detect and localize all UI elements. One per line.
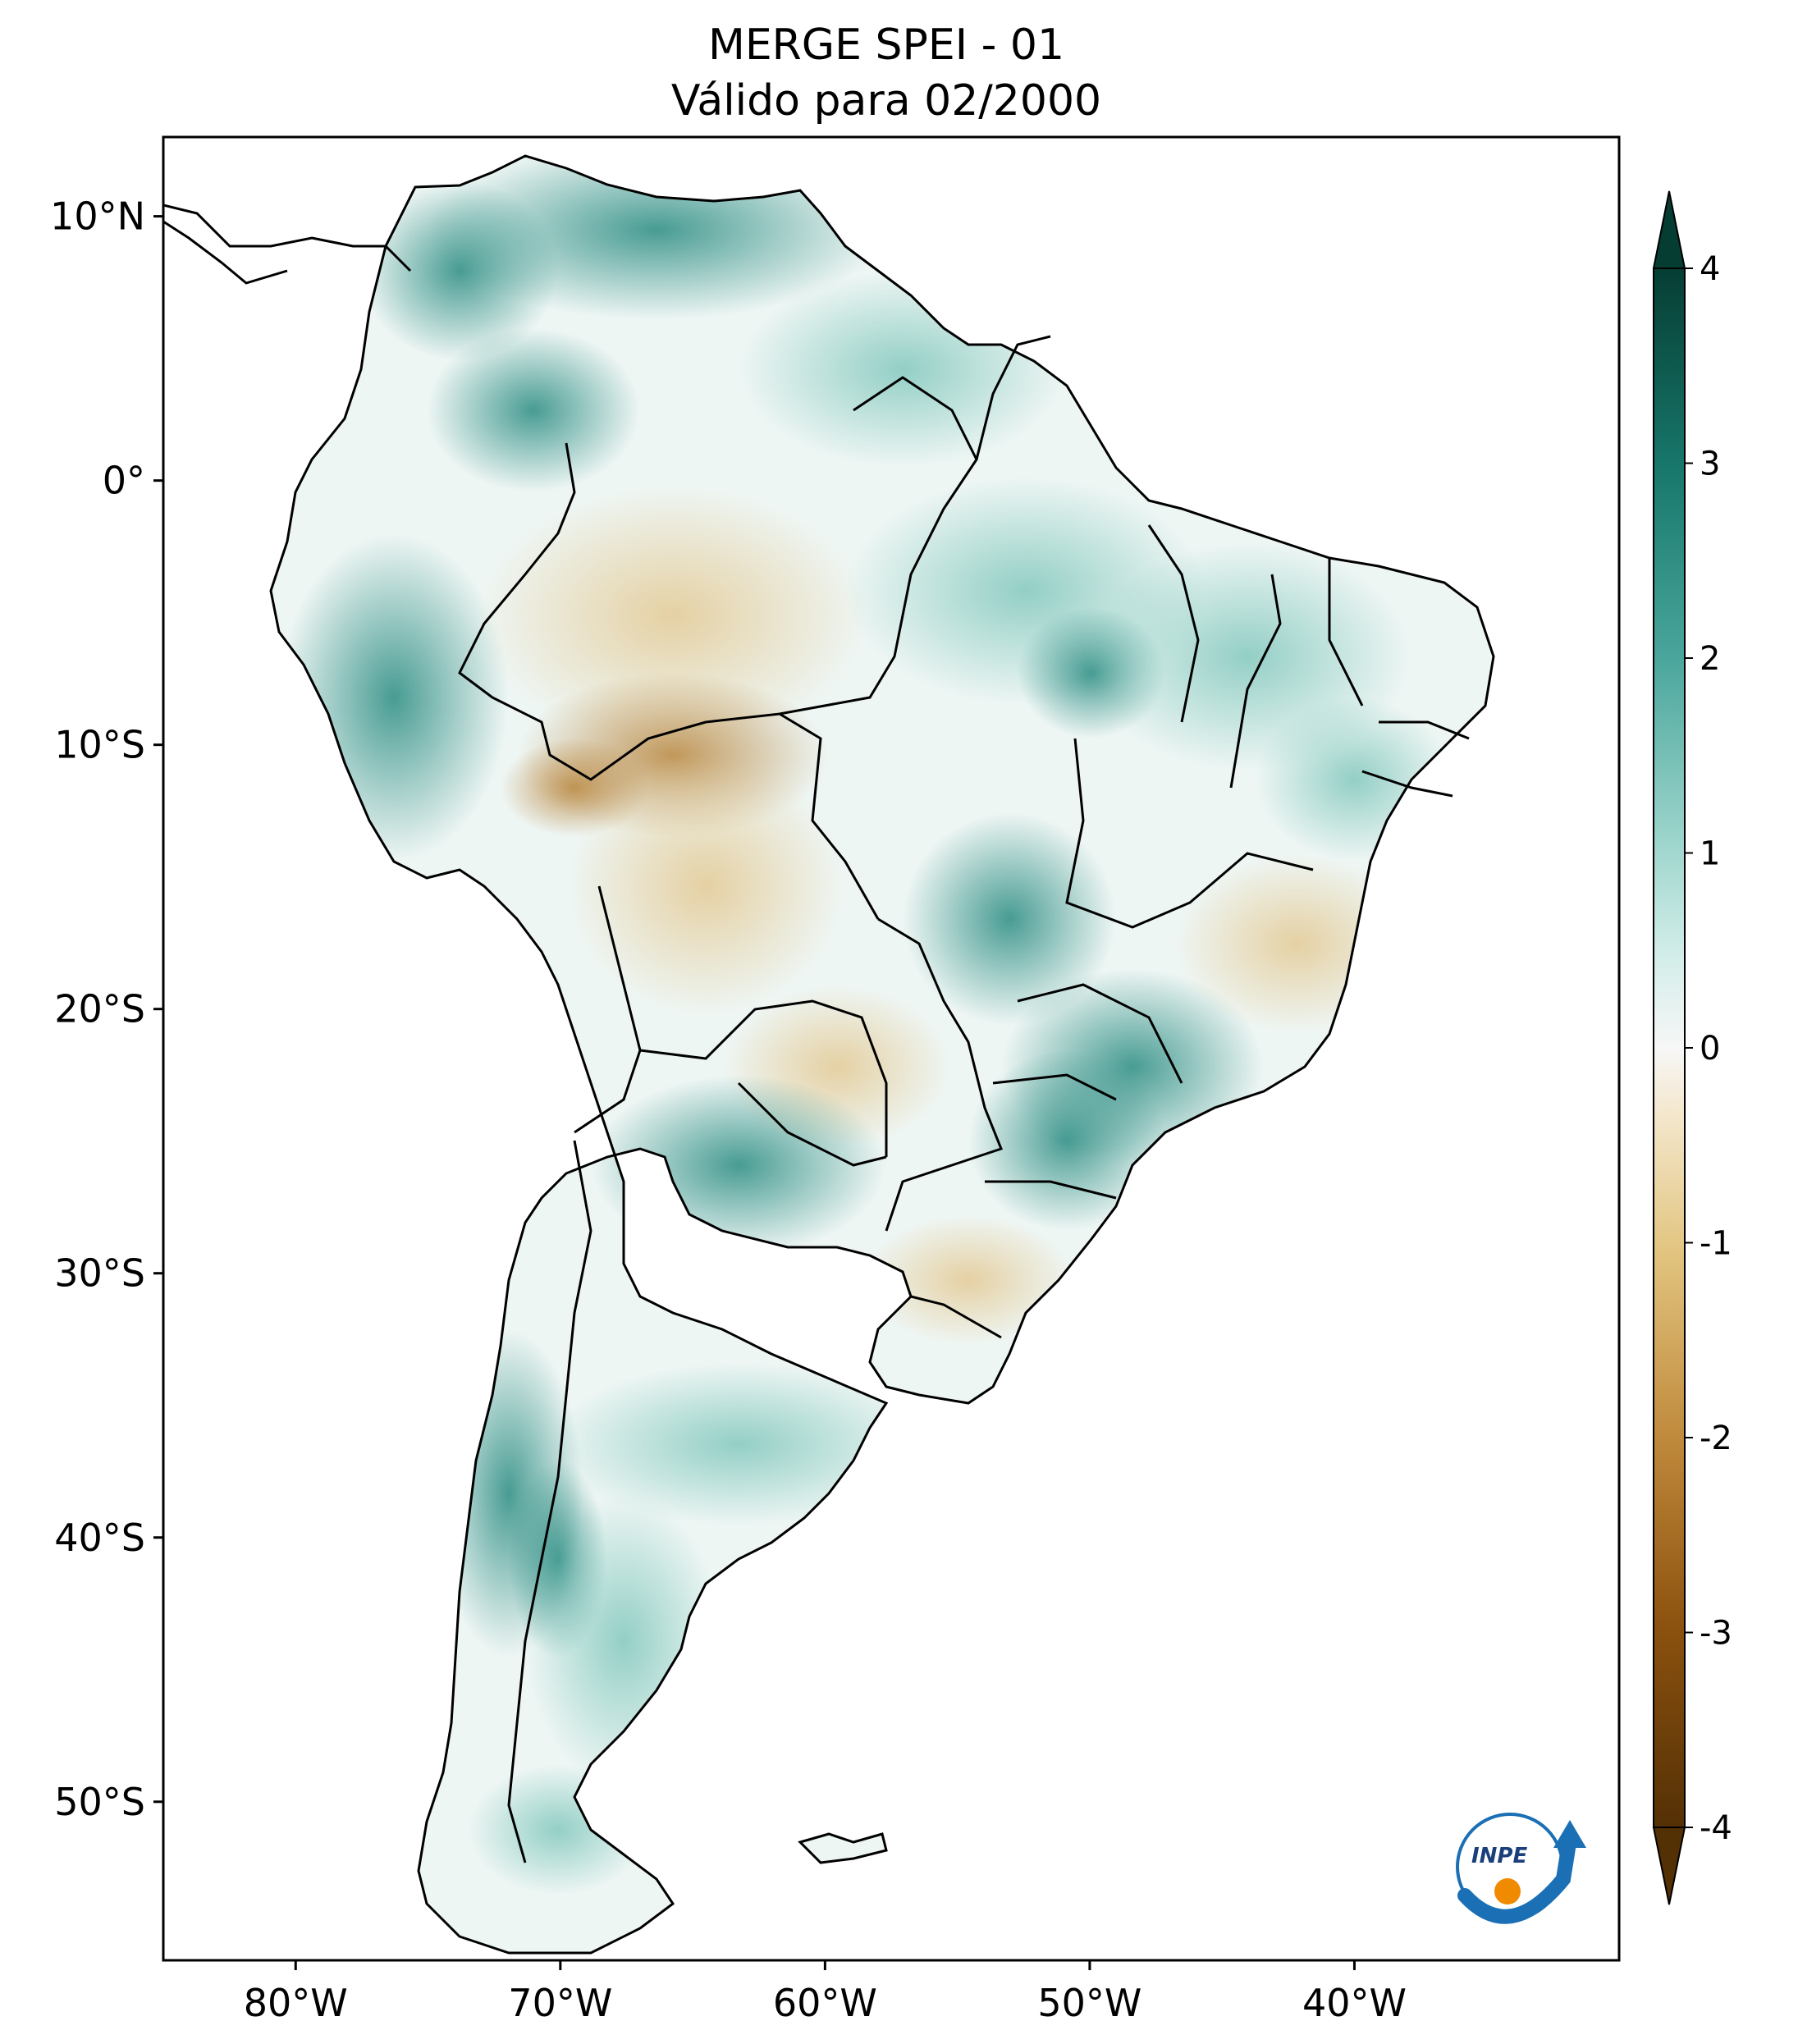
lon-tick-label: 40°W [1302,1981,1407,2025]
lat-tick-label: 40°S [54,1516,145,1560]
country-borders [458,335,1470,1863]
colorbar-tick-label: 2 [1700,640,1720,678]
colorbar-tick-label: -3 [1700,1615,1732,1653]
latitude-axis: 10°N 0° 10°S 20°S 30°S 40°S 50°S [50,194,163,1824]
lon-tick-label: 50°W [1037,1981,1141,2025]
central-america-coast [163,203,412,272]
colorbar-ticks: 4 3 2 1 0 -1 -2 -3 -4 [1685,250,1732,1847]
colorbar-tick-label: -2 [1700,1420,1732,1457]
inpe-logo-text: INPE [1471,1844,1527,1868]
map-title-line2: Válido para 02/2000 [671,76,1101,126]
plot-frame [162,135,1621,1962]
falkland-islands [798,1832,888,1864]
lon-tick-label: 80°W [244,1981,348,2025]
inpe-logo: INPE [1456,1813,1586,1924]
map-plot-area: INPE [163,137,1619,1960]
colorbar-max-extend [1652,190,1686,269]
lon-tick-label: 70°W [508,1981,612,2025]
lat-tick-label: 10°S [54,723,145,767]
map-title-line1: MERGE SPEI - 01 [708,21,1064,70]
colorbar-tick-label: 3 [1700,446,1720,483]
lon-tick-label: 60°W [773,1981,877,2025]
lat-tick-label: 0° [103,459,145,503]
colorbar: 4 3 2 1 0 -1 -2 -3 -4 [1652,190,1732,1905]
colorbar-tick-label: -4 [1700,1809,1732,1847]
lat-tick-label: 10°N [50,194,145,239]
colorbar-tick-label: 1 [1700,835,1720,873]
lat-tick-label: 50°S [54,1780,145,1824]
longitude-axis: 80°W 70°W 60°W 50°W 40°W [244,1960,1407,2025]
lat-tick-label: 30°S [54,1251,145,1296]
colorbar-tick-label: 4 [1700,250,1720,288]
colorbar-min-extend [1652,1827,1686,1905]
colorbar-gradient [1654,268,1685,1827]
colorbar-tick-label: -1 [1700,1225,1732,1263]
inpe-logo-sun-icon [1494,1878,1521,1905]
lat-tick-label: 20°S [54,987,145,1031]
colorbar-tick-label: 0 [1700,1030,1720,1068]
